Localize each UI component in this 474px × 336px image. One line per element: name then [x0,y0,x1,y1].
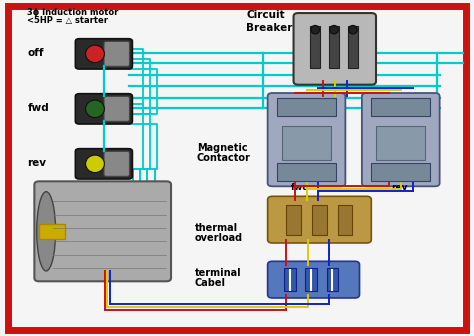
Ellipse shape [311,26,319,34]
Bar [338,205,353,235]
FancyBboxPatch shape [104,96,129,121]
Text: fwd: fwd [27,103,49,113]
Text: Cabel: Cabel [195,278,226,288]
FancyBboxPatch shape [268,93,346,186]
FancyBboxPatch shape [293,13,376,85]
FancyBboxPatch shape [362,93,439,186]
Bar [282,126,331,160]
Ellipse shape [86,45,104,62]
Bar [371,98,430,116]
Text: rev: rev [27,158,46,168]
Ellipse shape [86,155,104,173]
Ellipse shape [86,100,104,118]
Bar [371,163,430,181]
Text: Circuit: Circuit [246,10,285,20]
Text: Breaker: Breaker [246,23,293,33]
Text: rev: rev [392,183,408,192]
Ellipse shape [36,192,55,271]
Bar [277,98,336,116]
Bar [286,205,301,235]
Bar [310,27,320,68]
Ellipse shape [349,26,357,34]
Text: <5HP = △ starter: <5HP = △ starter [27,16,108,25]
FancyBboxPatch shape [104,151,129,176]
Bar [305,268,317,291]
Bar [376,126,426,160]
Text: overload: overload [195,233,243,243]
Text: 3ϕ Induction motor: 3ϕ Induction motor [27,8,118,17]
Text: fwd: fwd [291,183,310,192]
Text: terminal: terminal [195,268,241,278]
FancyBboxPatch shape [75,39,132,69]
Ellipse shape [330,26,338,34]
FancyBboxPatch shape [35,181,171,281]
Bar [284,268,296,291]
Bar [39,224,65,239]
Text: off: off [27,48,44,58]
Bar [277,163,336,181]
FancyBboxPatch shape [268,196,371,243]
FancyBboxPatch shape [268,261,359,298]
Bar [312,205,327,235]
Text: Magnetic: Magnetic [197,143,247,153]
FancyBboxPatch shape [75,94,132,124]
Bar [327,268,338,291]
FancyBboxPatch shape [104,41,129,67]
FancyBboxPatch shape [75,149,132,179]
Bar [329,27,339,68]
Text: thermal: thermal [195,223,238,233]
Text: Contactor: Contactor [197,153,251,163]
Bar [348,27,358,68]
